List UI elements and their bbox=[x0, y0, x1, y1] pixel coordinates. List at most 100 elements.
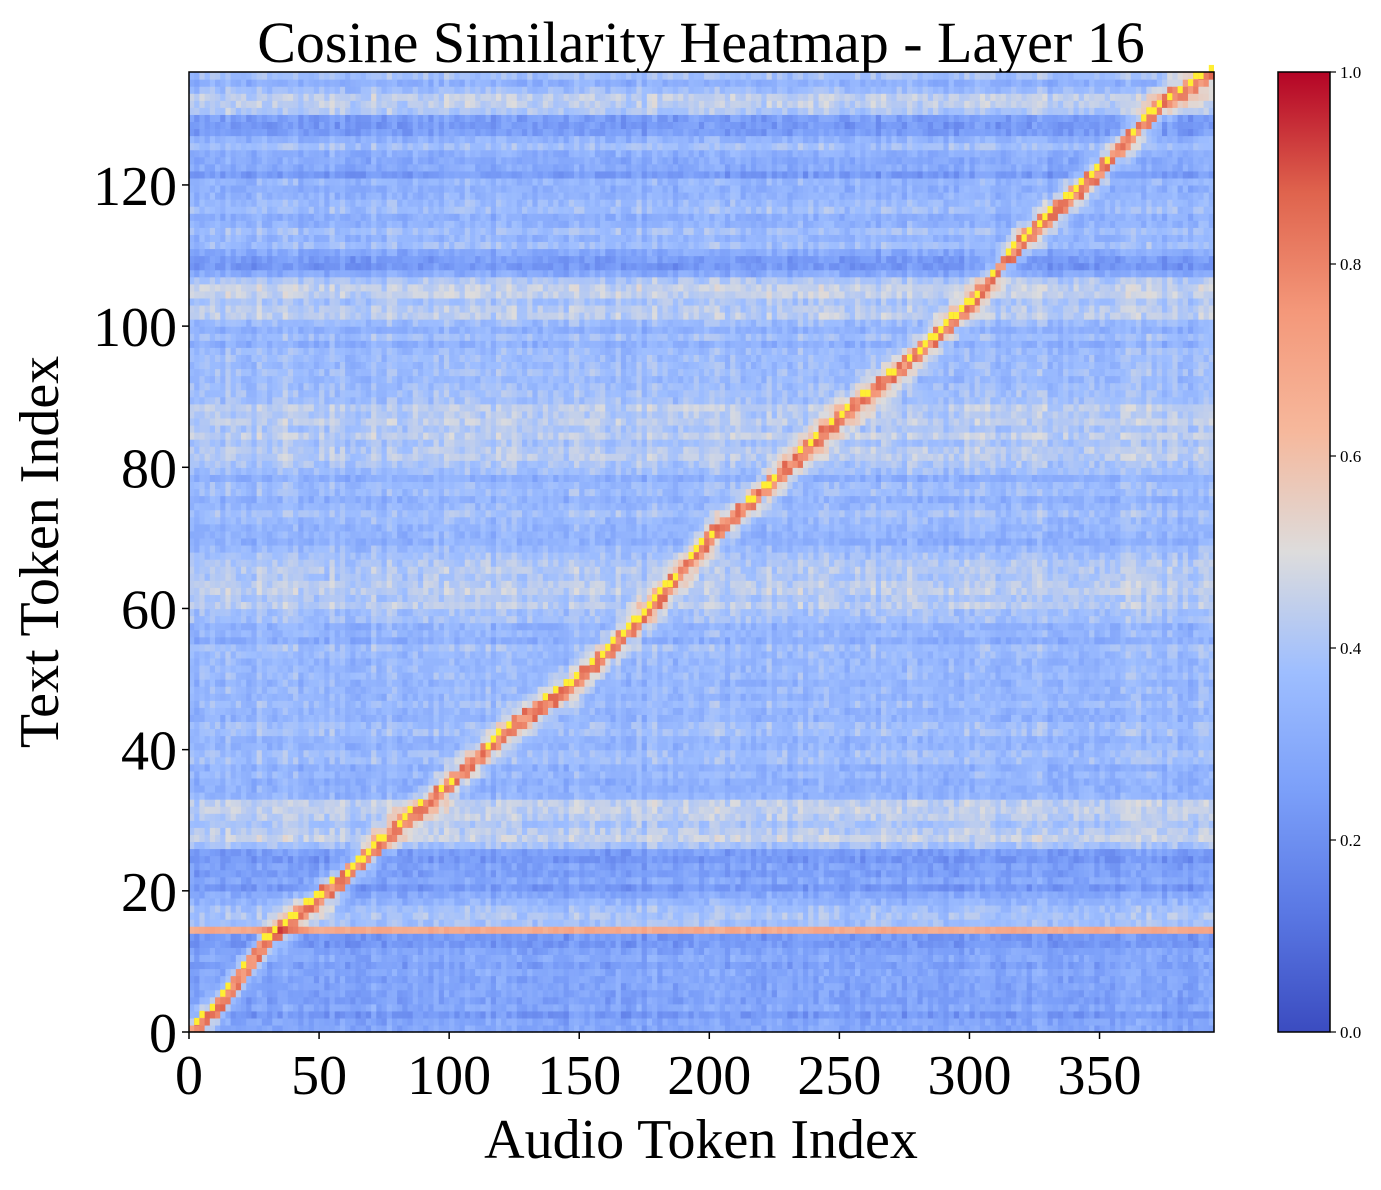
heatmap-cell bbox=[1161, 869, 1168, 878]
heatmap-cell bbox=[360, 904, 367, 913]
heatmap-cell bbox=[563, 996, 570, 1005]
heatmap-cell bbox=[1042, 996, 1049, 1005]
heatmap-cell bbox=[792, 897, 799, 906]
heatmap-cell bbox=[860, 940, 866, 948]
heatmap-cell bbox=[652, 989, 658, 998]
heatmap-cell bbox=[391, 890, 398, 899]
heatmap-cell bbox=[1089, 904, 1095, 913]
heatmap-cell bbox=[1125, 975, 1132, 984]
heatmap-cell bbox=[761, 862, 768, 871]
heatmap-cell bbox=[823, 996, 830, 1005]
heatmap-cell bbox=[1146, 1017, 1153, 1026]
heatmap-cell bbox=[948, 876, 955, 885]
heatmap-cell bbox=[319, 1010, 325, 1019]
heatmap-cell bbox=[657, 1010, 664, 1019]
heatmap-cell bbox=[303, 869, 310, 878]
heatmap-cell bbox=[1057, 890, 1064, 899]
heatmap-cell bbox=[1141, 883, 1147, 892]
heatmap-cell bbox=[199, 855, 206, 864]
heatmap-cell bbox=[454, 940, 461, 948]
heatmap-cell bbox=[724, 933, 731, 941]
heatmap-cell bbox=[1193, 954, 1199, 963]
heatmap-cell bbox=[1120, 897, 1127, 906]
heatmap-cell bbox=[355, 1024, 362, 1033]
heatmap-cell bbox=[459, 919, 466, 927]
heatmap-cell bbox=[620, 883, 627, 892]
heatmap-cell bbox=[641, 876, 648, 885]
heatmap-cell bbox=[953, 919, 960, 927]
heatmap-cell bbox=[860, 926, 866, 934]
heatmap-cell bbox=[1198, 1017, 1205, 1026]
heatmap-cell bbox=[407, 926, 414, 934]
heatmap-cell bbox=[532, 883, 539, 892]
heatmap-cell bbox=[834, 933, 840, 941]
heatmap-cell bbox=[1063, 982, 1069, 991]
heatmap-cell bbox=[365, 947, 372, 955]
heatmap-cell bbox=[1115, 926, 1121, 934]
heatmap-cell bbox=[813, 933, 820, 941]
heatmap-cell bbox=[1146, 933, 1153, 941]
heatmap-cell bbox=[1135, 912, 1142, 920]
heatmap-cell bbox=[881, 912, 887, 920]
heatmap-cell bbox=[719, 890, 726, 899]
heatmap-cell bbox=[631, 890, 638, 899]
heatmap-cell bbox=[828, 855, 835, 864]
heatmap-cell bbox=[912, 897, 919, 906]
heatmap-cell bbox=[256, 897, 263, 906]
heatmap-cell bbox=[704, 876, 710, 885]
heatmap-cell bbox=[1141, 862, 1147, 871]
heatmap-cell bbox=[860, 975, 866, 984]
heatmap-cell bbox=[985, 890, 991, 899]
heatmap-cell bbox=[287, 883, 294, 892]
heatmap-cell bbox=[672, 876, 679, 885]
heatmap-cell bbox=[626, 989, 632, 998]
heatmap-cell bbox=[756, 919, 762, 927]
heatmap-cell bbox=[241, 912, 247, 920]
heatmap-cell bbox=[235, 961, 242, 970]
heatmap-cell bbox=[506, 862, 513, 871]
heatmap-cell bbox=[792, 954, 799, 963]
heatmap-cell bbox=[293, 933, 299, 941]
heatmap-cell bbox=[313, 1024, 320, 1033]
heatmap-cell bbox=[209, 996, 216, 1005]
heatmap-cell bbox=[927, 869, 934, 878]
heatmap-cell bbox=[652, 890, 658, 899]
heatmap-cell bbox=[360, 862, 367, 871]
heatmap-cell bbox=[1016, 869, 1023, 878]
heatmap-cell bbox=[839, 883, 846, 892]
heatmap-cell bbox=[391, 1017, 398, 1026]
heatmap-cell bbox=[1031, 883, 1038, 892]
heatmap-cell bbox=[1026, 1010, 1033, 1019]
heatmap-cell bbox=[303, 1024, 310, 1033]
heatmap-cell bbox=[735, 982, 742, 991]
heatmap-cell bbox=[683, 968, 690, 977]
heatmap-cell bbox=[636, 890, 643, 899]
heatmap-cell bbox=[907, 940, 913, 948]
heatmap-cell bbox=[891, 897, 898, 906]
heatmap-cell bbox=[938, 904, 945, 913]
heatmap-cell bbox=[433, 869, 440, 878]
heatmap-cell bbox=[329, 982, 336, 991]
heatmap-cell bbox=[995, 940, 1002, 948]
heatmap-cell bbox=[844, 862, 851, 871]
heatmap-cell bbox=[589, 982, 596, 991]
heatmap-cell bbox=[964, 897, 971, 906]
heatmap-cell bbox=[345, 876, 351, 885]
heatmap-cell bbox=[313, 876, 320, 885]
heatmap-cell bbox=[698, 996, 705, 1005]
heatmap-cell bbox=[860, 897, 866, 906]
heatmap-cell bbox=[1115, 1003, 1121, 1012]
heatmap-cell bbox=[922, 996, 929, 1005]
heatmap-cell bbox=[220, 869, 227, 878]
heatmap-cell bbox=[714, 961, 721, 970]
heatmap-cell bbox=[678, 989, 684, 998]
heatmap-cell bbox=[324, 890, 331, 899]
heatmap-cell bbox=[251, 968, 258, 977]
heatmap-cell bbox=[995, 883, 1002, 892]
heatmap-cell bbox=[709, 1010, 716, 1019]
heatmap-cell bbox=[896, 933, 903, 941]
heatmap-cell bbox=[1063, 890, 1069, 899]
heatmap-cell bbox=[808, 904, 814, 913]
heatmap-cell bbox=[485, 961, 492, 970]
heatmap-cell bbox=[589, 933, 596, 941]
